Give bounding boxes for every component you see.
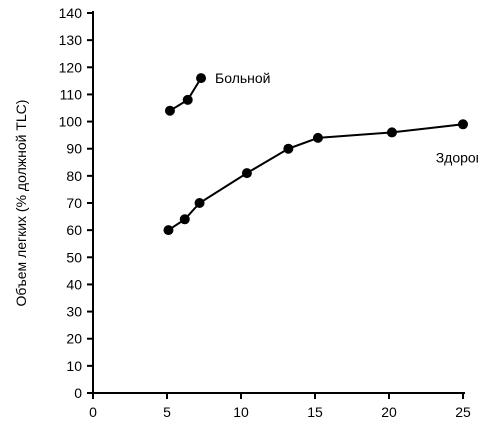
y-tick-label: 10: [66, 358, 82, 374]
data-point: [164, 105, 175, 116]
y-tick-label: 40: [66, 276, 82, 292]
data-point: [194, 198, 205, 208]
y-tick-label: 140: [59, 5, 83, 21]
series-label: Больной: [215, 70, 270, 86]
series-layer: Больной Здоровый: [163, 70, 478, 236]
data-point: [179, 214, 190, 225]
series-1: Больной: [164, 70, 271, 116]
chart-axes: [92, 11, 465, 394]
series-label: Здоровый: [436, 149, 478, 165]
x-tick-label: 10: [233, 404, 249, 420]
y-tick-label: 100: [59, 114, 83, 130]
y-tick-label: 120: [59, 59, 83, 75]
data-point: [241, 168, 252, 179]
y-axis-ticks: 0 10 20 30 40 50 60 70 80 90 100 110 120 130 140: [59, 5, 93, 401]
x-axis-ticks: 0 5 10 15 20 25: [89, 393, 471, 420]
y-tick-label: 50: [66, 249, 82, 265]
series-line: [169, 77, 202, 112]
x-tick-label: 25: [455, 404, 471, 420]
y-tick-label: 80: [66, 168, 82, 184]
data-point: [283, 143, 294, 154]
data-point: [196, 73, 207, 84]
x-tick-label: 15: [307, 404, 323, 420]
x-tick-label: 20: [381, 404, 397, 420]
data-point: [163, 225, 174, 236]
data-point: [182, 94, 193, 105]
y-tick-label: 70: [66, 195, 82, 211]
x-tick-label: 0: [89, 404, 97, 420]
y-tick-label: 20: [66, 331, 82, 347]
y-axis-title: Объем легких (% должной TLC): [13, 100, 29, 307]
y-tick-label: 130: [59, 32, 83, 48]
data-point: [312, 132, 323, 143]
y-tick-label: 110: [60, 86, 83, 102]
series-2: Здоровый: [163, 119, 478, 236]
y-tick-label: 90: [66, 141, 82, 157]
y-tick-label: 0: [74, 385, 82, 401]
y-tick-label: 30: [66, 304, 82, 320]
data-point: [386, 127, 397, 138]
data-point: [458, 119, 468, 130]
x-tick-label: 5: [163, 404, 171, 420]
y-tick-label: 60: [66, 222, 82, 238]
